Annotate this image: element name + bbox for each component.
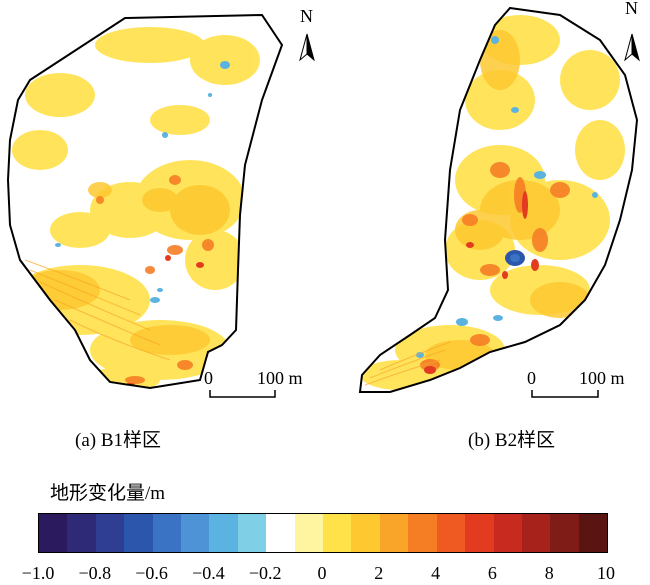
colorbar-swatch <box>493 514 522 552</box>
b1-scale-end: 100 m <box>257 368 303 388</box>
colorbar-swatch <box>408 514 437 552</box>
b2-map <box>360 8 637 392</box>
colorbar-tick-label: 6 <box>487 563 497 583</box>
colorbar-swatch <box>465 514 494 552</box>
colorbar-swatch <box>351 514 380 552</box>
b2-north-arrow-icon <box>624 33 640 62</box>
colorbar-swatch <box>67 514 96 552</box>
b1-north-label: N <box>300 6 313 26</box>
colorbar-swatch <box>152 514 182 552</box>
colorbar-swatch <box>521 514 551 552</box>
b1-map <box>8 15 282 388</box>
b1-scale-start: 0 <box>204 368 213 388</box>
b2-scale-bar <box>531 390 599 398</box>
colorbar-tick-label: 2 <box>374 563 384 583</box>
colorbar-tick-label: 10 <box>597 563 615 583</box>
colorbar-swatch <box>294 514 324 552</box>
colorbar-swatch <box>578 514 608 552</box>
colorbar-swatch <box>181 514 210 552</box>
colorbar-swatch <box>124 514 153 552</box>
colorbar-swatch <box>436 514 466 552</box>
colorbar-ticks: −1.0 −0.8 −0.6 −0.4 −0.2 0 2 4 6 8 10 <box>0 551 650 585</box>
colorbar-swatch <box>209 514 238 552</box>
b1-north-arrow-icon <box>299 33 315 62</box>
b1-caption: (a) B1样区 <box>75 430 162 451</box>
colorbar-tick-label: −0.4 <box>192 563 225 583</box>
b2-caption: (b) B2样区 <box>468 430 556 451</box>
b2-outline <box>358 6 639 393</box>
colorbar-tick-label: −0.6 <box>135 563 168 583</box>
colorbar <box>38 513 608 553</box>
b2-scale-start: 0 <box>527 368 536 388</box>
colorbar-swatch <box>323 514 352 552</box>
colorbar-tick-label: −0.8 <box>78 563 112 583</box>
colorbar-tick-label: 4 <box>431 563 441 583</box>
colorbar-tick-label: 0 <box>317 563 327 583</box>
colorbar-tick-label: −0.2 <box>248 563 282 583</box>
colorbar-swatch <box>95 514 125 552</box>
colorbar-swatch <box>550 514 579 552</box>
colorbar-tick-label: 8 <box>544 563 554 583</box>
colorbar-swatch <box>39 514 68 552</box>
colorbar-swatch <box>379 514 409 552</box>
legend-title: 地形变化量/m <box>50 483 166 504</box>
b1-scale-bar <box>209 390 276 398</box>
colorbar-tick-label: −1.0 <box>21 563 55 583</box>
map-panels <box>6 6 640 398</box>
b2-north-label: N <box>625 0 638 18</box>
colorbar-swatch <box>237 514 267 552</box>
b2-scale-end: 100 m <box>579 368 625 388</box>
colorbar-swatch <box>266 514 295 552</box>
b1-outline <box>6 13 284 390</box>
